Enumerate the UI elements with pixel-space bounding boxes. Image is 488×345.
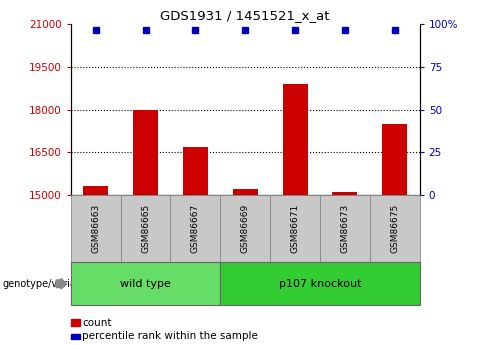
Title: GDS1931 / 1451521_x_at: GDS1931 / 1451521_x_at (161, 9, 330, 22)
Text: GSM86671: GSM86671 (290, 204, 300, 253)
Text: p107 knockout: p107 knockout (279, 279, 361, 289)
Bar (133, 110, 158, 195)
Bar (233, 189, 258, 195)
Text: wild type: wild type (120, 279, 171, 289)
Text: GSM86663: GSM86663 (91, 204, 100, 253)
Text: GSM86665: GSM86665 (141, 204, 150, 253)
Bar (332, 192, 357, 195)
Text: percentile rank within the sample: percentile rank within the sample (82, 332, 258, 341)
Text: GSM86667: GSM86667 (191, 204, 200, 253)
Text: genotype/variation: genotype/variation (2, 279, 95, 289)
Bar (283, 84, 307, 195)
Bar (382, 124, 407, 195)
Text: GSM86669: GSM86669 (241, 204, 250, 253)
Bar (183, 147, 208, 195)
Bar (83, 186, 108, 195)
Text: GSM86673: GSM86673 (341, 204, 349, 253)
Text: GSM86675: GSM86675 (390, 204, 399, 253)
Text: count: count (82, 318, 111, 327)
